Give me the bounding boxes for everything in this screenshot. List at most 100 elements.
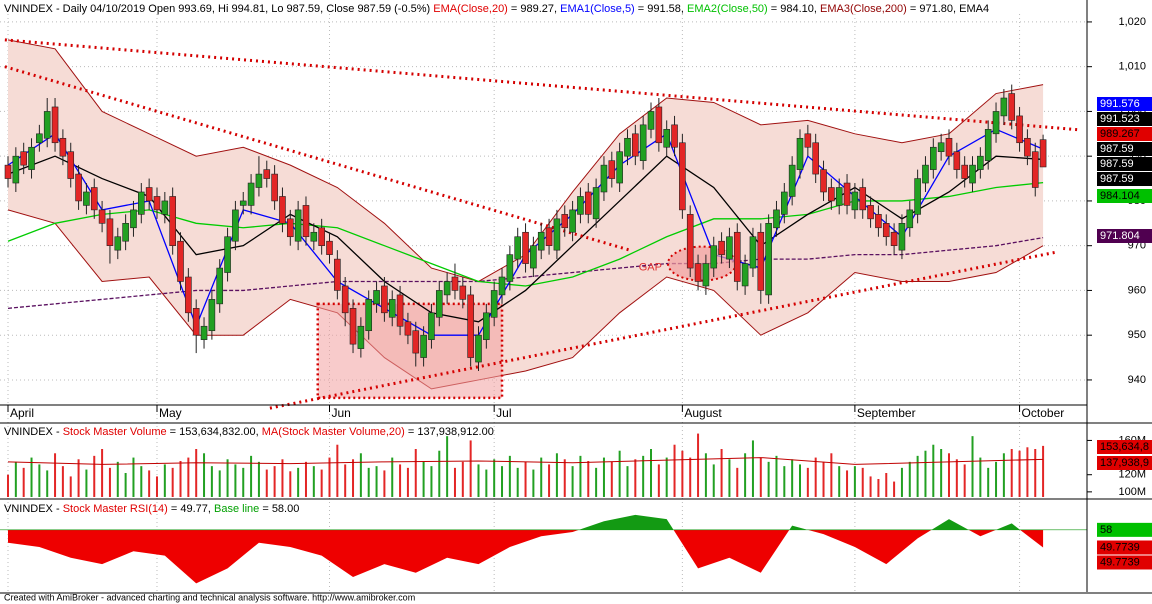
- volume-bar: [524, 461, 527, 497]
- candle-body: [514, 236, 522, 260]
- volume-bar: [704, 453, 707, 497]
- candle-body: [647, 111, 655, 130]
- volume-bar: [508, 455, 511, 497]
- volume-bar: [736, 467, 739, 497]
- candle-body: [632, 133, 639, 157]
- candle-body: [20, 151, 27, 166]
- candle-body: [232, 209, 239, 242]
- volume-bar: [673, 444, 676, 497]
- volume-bar: [657, 464, 660, 497]
- y-tick-label: 950: [1128, 329, 1146, 341]
- value-box: [1097, 142, 1152, 156]
- value-box-label: 49.7739: [1100, 556, 1140, 568]
- value-box: [1097, 456, 1152, 470]
- volume-bar: [885, 473, 888, 497]
- volume-bar: [30, 457, 33, 497]
- volume-bar: [344, 464, 347, 497]
- candle-body: [1024, 137, 1031, 157]
- candle-body: [239, 200, 247, 206]
- ema-line: [7, 236, 1044, 309]
- volume-bar: [751, 440, 754, 497]
- header-segment: EMA(Close,20): [433, 3, 508, 15]
- volume-bar: [312, 466, 315, 497]
- value-box: [1097, 540, 1152, 555]
- candle-body: [216, 267, 224, 305]
- candle-body: [898, 223, 906, 251]
- candle-body: [530, 245, 537, 269]
- value-box: [1097, 157, 1152, 171]
- value-box-label: 984.104: [1100, 190, 1140, 202]
- volume-ma: [7, 457, 1044, 465]
- candle-body: [467, 294, 474, 358]
- volume-bar: [179, 461, 182, 497]
- candle-body: [890, 231, 898, 246]
- candle-body: [561, 214, 569, 229]
- candle-body: [177, 240, 184, 282]
- volume-bar: [814, 457, 817, 497]
- candle-body: [412, 330, 420, 354]
- candle-body: [404, 321, 412, 336]
- volume-bar: [226, 459, 229, 497]
- layers: April May Jun Jul August September October 940 9…: [0, 3, 1152, 592]
- volume-bar: [273, 466, 276, 497]
- volume-bar: [1018, 450, 1021, 497]
- volume-bar: [77, 459, 80, 497]
- candle-body: [1000, 97, 1008, 117]
- x-tick-label: May: [159, 406, 182, 420]
- volume-bar: [822, 461, 825, 497]
- volume-bar: [234, 464, 237, 497]
- volume-bar: [38, 464, 41, 497]
- value-box-label: 137,938,9: [1100, 457, 1149, 469]
- candle-body: [12, 155, 20, 184]
- candle-body: [279, 196, 286, 224]
- volume-bar: [955, 459, 958, 497]
- volume-bar: [775, 455, 778, 497]
- volume-bar: [540, 457, 543, 497]
- volume-bar: [516, 467, 519, 497]
- candle-body: [294, 209, 302, 242]
- candle-body: [396, 294, 404, 327]
- pane-header: VNINDEX - Stock Master RSI(14) = 49.77, …: [4, 503, 299, 515]
- candle-body: [185, 276, 192, 314]
- volume-bar: [759, 457, 762, 497]
- trendline: [4, 65, 631, 252]
- value-box-label: 987.59: [1100, 173, 1134, 185]
- volume-bar: [93, 455, 96, 497]
- candle-body: [930, 146, 937, 170]
- volume-bar: [587, 461, 590, 497]
- candle-body: [318, 227, 325, 246]
- candle-body: [1039, 139, 1047, 168]
- value-box-label: 153,634,8: [1100, 441, 1149, 453]
- volume-bar: [846, 470, 849, 497]
- volume-bar: [328, 457, 331, 497]
- volume-bar: [783, 466, 786, 497]
- volume-bar: [987, 467, 990, 497]
- volume-bar: [132, 457, 135, 497]
- volume-bar: [1010, 449, 1013, 497]
- volume-bar: [359, 453, 362, 497]
- volume-bar: [932, 444, 935, 497]
- volume-bar: [877, 479, 880, 497]
- candle-body: [4, 164, 12, 179]
- volume-bar: [1026, 447, 1029, 497]
- volume-bar: [383, 470, 386, 497]
- header-segment: MA(Stock Master Volume,20): [262, 426, 405, 438]
- volume-bar: [1042, 445, 1045, 497]
- header-segment: = 989.27,: [508, 3, 560, 15]
- volume-bar: [155, 476, 158, 497]
- volume-bar: [6, 474, 9, 497]
- volume-bar: [250, 455, 253, 497]
- candle-body: [788, 164, 796, 197]
- candle-body: [483, 312, 490, 340]
- header-segment: = 49.77,: [168, 503, 214, 515]
- volume-bar: [900, 467, 903, 497]
- candle-body: [138, 191, 145, 215]
- header-segment: = 137,938,912.00: [405, 426, 494, 438]
- volume-bar: [571, 466, 574, 497]
- volume-bar: [697, 433, 700, 497]
- gap-label: GAP: [639, 261, 662, 273]
- candle-body: [90, 187, 98, 211]
- y-tick-label: 1,020: [1118, 16, 1146, 28]
- candle-body: [875, 214, 882, 229]
